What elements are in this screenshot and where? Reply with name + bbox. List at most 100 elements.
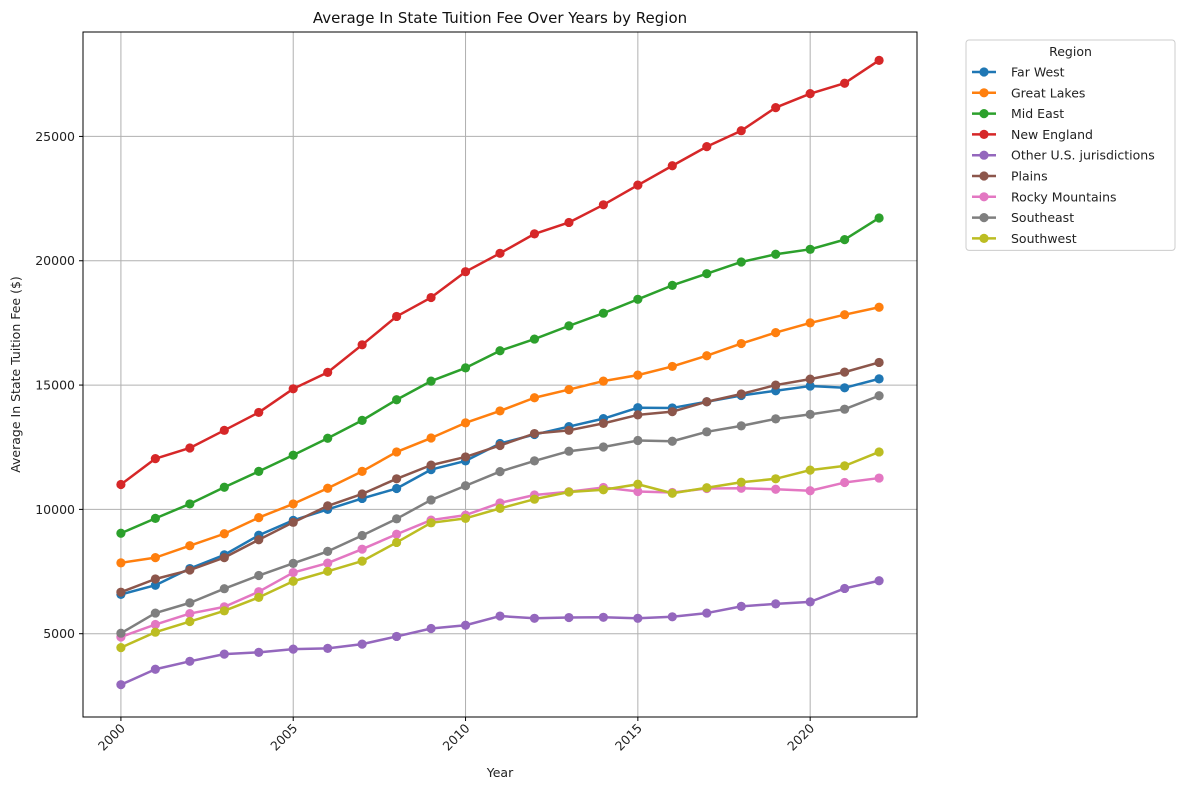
data-point <box>357 466 367 476</box>
data-point <box>598 485 608 495</box>
data-point <box>116 587 126 597</box>
series-great-lakes <box>116 302 884 568</box>
data-point <box>288 384 298 394</box>
data-point <box>874 55 884 65</box>
data-point <box>702 397 712 407</box>
series-line <box>120 306 880 565</box>
data-point <box>460 363 471 373</box>
legend-item: Rocky Mountains <box>972 189 1117 204</box>
data-point <box>529 428 540 439</box>
data-point <box>116 528 126 538</box>
data-point <box>254 535 264 545</box>
data-point <box>460 513 471 523</box>
data-point <box>840 78 850 88</box>
data-point <box>667 161 677 171</box>
data-point <box>323 433 333 443</box>
data-point <box>840 367 850 377</box>
data-point <box>495 503 505 513</box>
data-point <box>219 649 229 659</box>
data-point <box>392 529 402 539</box>
data-point <box>633 403 643 413</box>
x-tick-label: 2015 <box>612 721 645 754</box>
legend-label: Plains <box>1011 169 1048 184</box>
y-tick-label: 15000 <box>35 378 75 393</box>
data-point <box>426 518 436 528</box>
data-point <box>357 556 367 566</box>
data-point <box>564 384 574 395</box>
series-southeast <box>116 391 884 638</box>
data-point <box>357 544 367 554</box>
data-point <box>805 244 815 254</box>
data-point <box>633 294 643 304</box>
data-point <box>840 404 850 414</box>
series-line <box>120 216 880 535</box>
data-point <box>633 486 643 497</box>
data-point <box>392 514 402 524</box>
data-point <box>702 608 712 618</box>
series-other-u-s-jurisdictions <box>116 576 884 690</box>
data-point <box>874 576 884 586</box>
series-mid-east <box>116 213 884 538</box>
data-point <box>771 484 781 494</box>
data-point <box>736 338 746 349</box>
legend-label: Southwest <box>1011 231 1077 246</box>
data-point <box>357 530 367 541</box>
data-point <box>357 489 367 499</box>
legend-title: Region <box>1049 44 1092 59</box>
data-point <box>116 479 126 490</box>
data-point <box>254 647 264 657</box>
data-point <box>426 495 436 505</box>
data-point <box>426 460 436 470</box>
legend-item: Southwest <box>972 231 1077 246</box>
data-point <box>633 180 643 190</box>
y-tick-label: 20000 <box>35 253 75 268</box>
data-point <box>426 433 436 443</box>
data-point <box>219 482 229 492</box>
series-new-england <box>116 55 884 490</box>
data-point <box>254 570 264 581</box>
data-point <box>288 499 298 509</box>
data-point <box>805 409 815 420</box>
legend-item: Great Lakes <box>972 85 1085 100</box>
legend-label: Southeast <box>1011 210 1074 225</box>
data-point <box>633 370 643 380</box>
data-point <box>150 574 160 584</box>
data-point <box>495 466 505 477</box>
data-point <box>392 447 402 457</box>
legend-label: Other U.S. jurisdictions <box>1011 148 1155 163</box>
data-point <box>323 643 333 653</box>
data-point <box>667 436 677 446</box>
series-line <box>120 361 880 594</box>
data-point <box>736 257 746 267</box>
data-point <box>323 566 333 576</box>
legend-label: Far West <box>1011 65 1065 80</box>
data-point <box>529 334 540 344</box>
data-point <box>185 541 195 551</box>
data-point <box>185 608 195 619</box>
data-point <box>598 612 608 622</box>
data-point <box>805 381 815 391</box>
legend-swatch-marker <box>979 171 989 181</box>
data-point <box>495 440 505 451</box>
data-point <box>633 410 643 420</box>
data-point <box>633 435 643 446</box>
data-point <box>736 389 746 399</box>
data-point <box>702 427 712 437</box>
data-point <box>460 267 471 277</box>
legend-swatch-marker <box>979 88 989 98</box>
series-layer <box>116 55 884 690</box>
data-point <box>357 415 367 425</box>
data-point <box>702 483 712 493</box>
y-tick-label: 10000 <box>35 502 75 517</box>
x-tick-label: 2005 <box>267 721 300 754</box>
data-point <box>185 616 195 627</box>
data-point <box>805 89 815 99</box>
legend-item: Far West <box>972 65 1065 80</box>
data-point <box>702 351 712 361</box>
data-point <box>771 599 781 609</box>
data-point <box>219 606 229 616</box>
data-point <box>874 213 884 223</box>
data-point <box>667 361 677 372</box>
data-point <box>564 612 574 623</box>
